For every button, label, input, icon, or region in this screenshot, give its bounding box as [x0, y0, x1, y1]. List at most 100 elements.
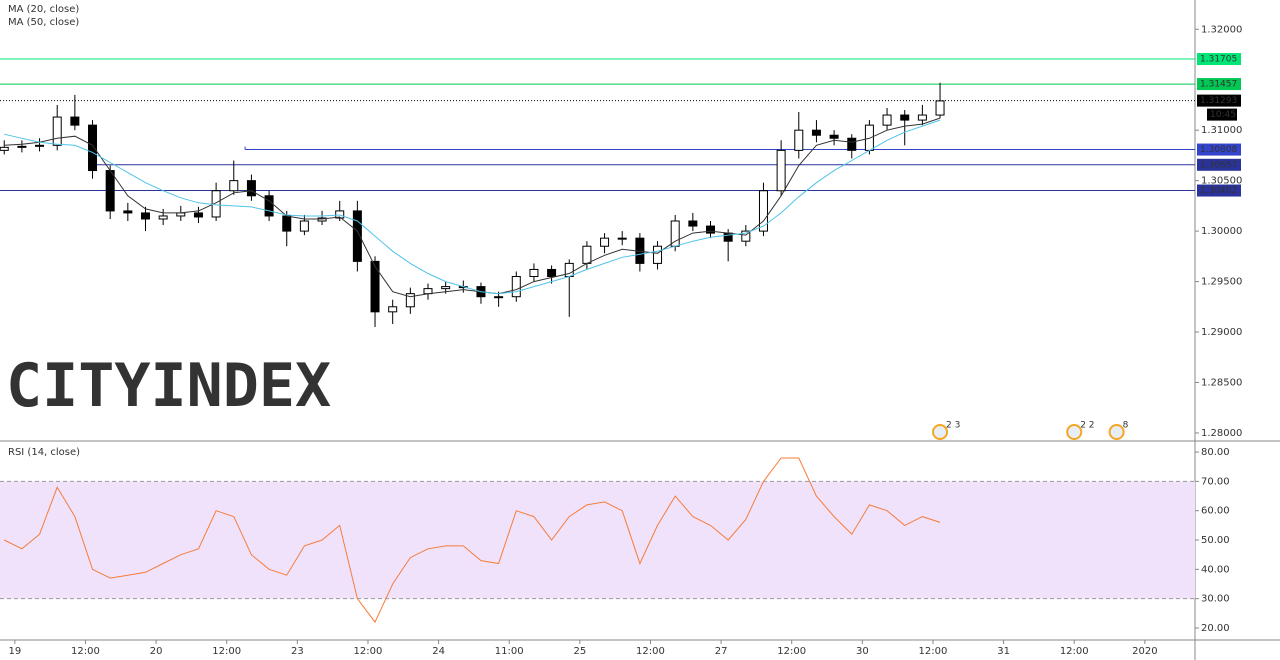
level-label-bg: [1197, 143, 1241, 156]
candle-body: [653, 245, 663, 264]
x-tick-label: 12:00: [919, 646, 948, 657]
y-tick-label: 1.32000: [1201, 24, 1242, 35]
countdown-bg: [1207, 108, 1237, 121]
candle-body: [123, 210, 133, 214]
candle-body: [706, 225, 716, 234]
candle-body: [388, 306, 398, 313]
event-label: 2 2: [1080, 421, 1094, 431]
candle-body: [794, 129, 804, 151]
candle-body: [299, 220, 309, 232]
x-tick-label: 27: [715, 646, 728, 657]
event-label: 2 3: [946, 421, 960, 431]
event-icon: [932, 424, 949, 440]
candle-body: [193, 212, 203, 218]
candle-body: [529, 268, 539, 278]
candle-body: [70, 116, 80, 126]
legend-entry: MA (50, close): [8, 17, 79, 28]
candle-body: [264, 195, 274, 217]
y-tick-label: 50.00: [1201, 535, 1230, 546]
y-tick-label: 30.00: [1201, 594, 1230, 605]
x-tick-label: 12:00: [71, 646, 100, 657]
candle-body: [582, 245, 592, 264]
x-tick-label: 25: [573, 646, 586, 657]
x-tick-label: 12:00: [636, 646, 665, 657]
y-tick-label: 1.29500: [1201, 277, 1242, 288]
y-tick-label: 20.00: [1201, 623, 1230, 634]
x-tick-label: 30: [856, 646, 869, 657]
x-tick-label: 19: [8, 646, 21, 657]
candle-body: [511, 276, 521, 298]
y-tick-label: 60.00: [1201, 506, 1230, 517]
series-line: [4, 117, 941, 298]
y-tick-label: 1.28000: [1201, 428, 1242, 439]
y-tick-label: 1.30500: [1201, 176, 1242, 187]
series-line: [4, 119, 941, 295]
candle-body: [917, 114, 927, 121]
x-tick-label: 2020: [1132, 646, 1157, 657]
candle-body: [35, 144, 45, 147]
level-label: 1.31457: [1200, 80, 1237, 90]
level-label-bg: [1197, 78, 1241, 91]
candle-body: [335, 210, 345, 219]
countdown: 10:45: [1210, 110, 1236, 120]
candle-body: [847, 137, 857, 151]
event-label: 8: [1123, 421, 1129, 431]
candle-body: [405, 293, 415, 308]
candle-body: [370, 260, 380, 313]
candle-body: [776, 149, 786, 192]
candle-body: [158, 215, 168, 220]
last-price-label: 1.31293: [1200, 96, 1237, 106]
y-tick-label: 1.29000: [1201, 327, 1242, 338]
candle-body: [829, 134, 839, 139]
logo-left: CITY: [6, 351, 151, 421]
x-tick-label: 24: [432, 646, 445, 657]
rsi-band: [0, 481, 1195, 599]
candle-body: [600, 237, 610, 247]
candle-body: [688, 220, 698, 227]
level-label-bg: [1197, 158, 1241, 171]
legend-entry: MA (20, close): [8, 4, 79, 15]
candle-body: [140, 212, 150, 220]
x-tick-label: 12:00: [1060, 646, 1089, 657]
x-tick-label: 12:00: [777, 646, 806, 657]
candle-body: [352, 210, 362, 262]
level-label: 1.30657: [1200, 160, 1237, 170]
logo-right: INDEX: [151, 351, 332, 421]
candle-body: [900, 114, 910, 121]
candle-body: [741, 230, 751, 242]
y-tick-label: 1.31000: [1201, 125, 1242, 136]
candle-body: [441, 286, 451, 290]
series-line: [3, 457, 941, 624]
y-tick-label: 40.00: [1201, 564, 1230, 575]
candle-body: [670, 220, 680, 247]
level-label: 1.30808: [1200, 145, 1237, 155]
y-tick-label: 70.00: [1201, 476, 1230, 487]
x-tick-label: 11:00: [495, 646, 524, 657]
y-tick-label: 1.28500: [1201, 377, 1242, 388]
x-tick-label: 20: [150, 646, 163, 657]
event-icon: [1066, 424, 1083, 440]
candle-body: [105, 170, 115, 212]
level-label-bg: [1197, 53, 1241, 66]
candle-body: [617, 237, 627, 240]
y-tick-label: 80.00: [1201, 447, 1230, 458]
candle-body: [758, 190, 768, 232]
level-label: 1.30402: [1200, 186, 1237, 196]
level-label: 1.31705: [1200, 55, 1237, 65]
candle-body: [282, 215, 292, 232]
x-tick-label: 31: [997, 646, 1010, 657]
candle-body: [229, 180, 239, 192]
candle-body: [246, 180, 256, 197]
candle-body: [52, 116, 62, 146]
candle-body: [882, 114, 892, 126]
y-tick-label: 1.30000: [1201, 226, 1242, 237]
candle-body: [88, 124, 98, 172]
candle-body: [547, 268, 557, 278]
candle-body: [494, 296, 504, 299]
last-price-bg: [1197, 94, 1241, 107]
candle-body: [211, 190, 221, 218]
legend-entry: RSI (14, close): [8, 447, 80, 458]
candle-body: [935, 100, 945, 116]
